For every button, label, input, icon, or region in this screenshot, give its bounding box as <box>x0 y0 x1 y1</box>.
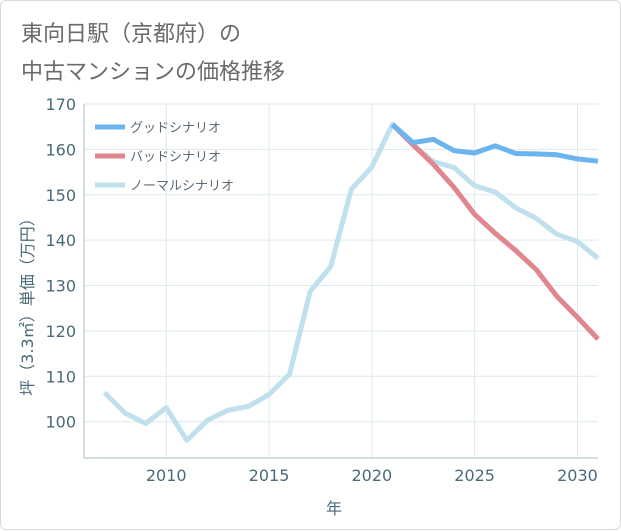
legend-label: バッドシナリオ <box>130 150 221 165</box>
y-tick-label: 130 <box>45 277 76 296</box>
series-lines <box>102 121 600 443</box>
x-axis-label: 年 <box>326 499 342 518</box>
y-tick-label: 110 <box>45 367 76 386</box>
legend-label: ノーマルシナリオ <box>130 179 234 194</box>
series-line-0 <box>390 122 599 164</box>
chart-title: 東向日駅（京都府）の 中古マンションの価格推移 <box>21 22 285 85</box>
y-tick-label: 170 <box>45 95 76 114</box>
x-tick-label: 2030 <box>557 466 598 485</box>
series-line-1 <box>390 122 600 341</box>
y-tick-label: 100 <box>45 413 76 432</box>
x-tick-label: 2015 <box>249 466 290 485</box>
x-tick-label: 2020 <box>351 466 392 485</box>
legend-label: グッドシナリオ <box>130 121 221 136</box>
y-axis-label: 坪（3.3㎡）単価（万円） <box>18 210 37 395</box>
chart-title-line-1: 東向日駅（京都府）の <box>21 22 241 47</box>
x-tick-label: 2025 <box>454 466 495 485</box>
y-tick-label: 160 <box>45 140 76 159</box>
axes: 100 110 120 130 140 150 160 170 2010 2015 2020 2025… <box>45 95 598 485</box>
y-tick-label: 150 <box>45 186 76 205</box>
y-tick-label: 140 <box>45 231 76 250</box>
x-tick-label: 2010 <box>146 466 187 485</box>
y-tick-label: 120 <box>45 322 76 341</box>
chart-title-line-2: 中古マンションの価格推移 <box>21 60 285 85</box>
series-line-2 <box>102 121 600 443</box>
